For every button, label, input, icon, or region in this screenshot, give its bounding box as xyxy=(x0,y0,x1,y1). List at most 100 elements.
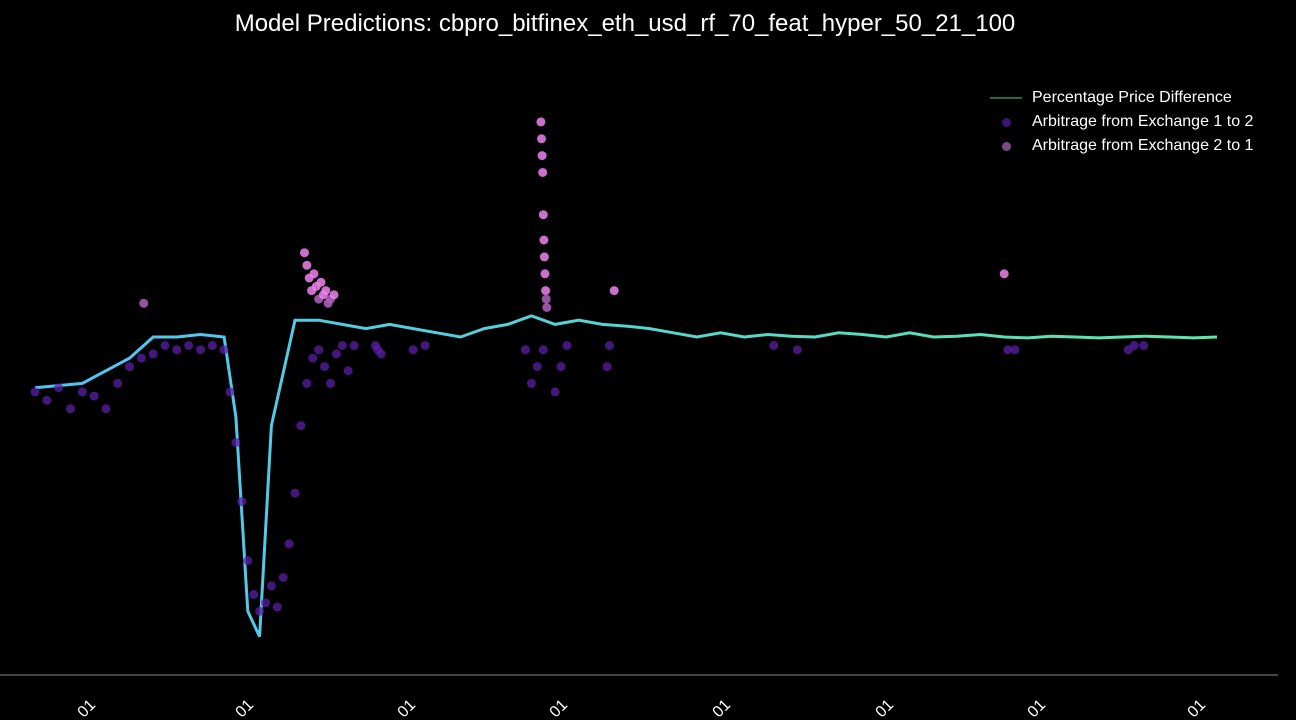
scatter-point-arb-1-to-2 xyxy=(219,345,229,355)
scatter-point-arb-1-to-2 xyxy=(160,341,170,350)
legend-dot-swatch xyxy=(1001,141,1011,151)
scatter-point-arb-1-to-2 xyxy=(792,345,802,355)
scatter-point-arb-1-to-2 xyxy=(237,497,247,507)
scatter-point-arb-2-to-1 xyxy=(309,269,319,279)
legend-label: Arbitrage from Exchange 1 to 2 xyxy=(1032,113,1254,130)
scatter-point-arb-1-to-2 xyxy=(101,404,111,414)
scatter-point-arb-1-to-2 xyxy=(272,602,282,612)
scatter-point-arb-1-to-2 xyxy=(278,573,288,582)
x-tick-label: 01 xyxy=(1185,696,1210,720)
legend: Percentage Price Difference Arbitrage fr… xyxy=(980,86,1253,158)
scatter-point-arb-1-to-2 xyxy=(550,387,560,397)
scatter-point-arb-1-to-2 xyxy=(77,387,87,397)
scatter-point-arb-1-to-2 xyxy=(231,438,241,447)
scatter-point-arb-2-to-1 xyxy=(536,117,546,127)
legend-line-swatch xyxy=(990,97,1022,99)
scatter-point-arb-1-to-2 xyxy=(54,383,64,393)
scatter-point-arb-1-to-2 xyxy=(243,556,253,566)
scatter-point-arb-2-to-1 xyxy=(538,168,548,177)
x-tick-label: 01 xyxy=(547,696,572,720)
scatter-point-arb-1-to-2 xyxy=(1129,341,1139,350)
scatter-point-arb-2-to-1 xyxy=(539,252,549,262)
scatter-point-arb-1-to-2 xyxy=(261,598,270,608)
scatter-point-arb-1-to-2 xyxy=(1139,341,1149,350)
scatter-point-arb-1-to-2 xyxy=(376,349,386,359)
scatter-point-arb-1-to-2 xyxy=(320,362,330,372)
scatter-point-arb-1-to-2 xyxy=(148,349,158,359)
scatter-point-arb-2-to-1 xyxy=(540,269,550,279)
legend-label: Arbitrage from Exchange 2 to 1 xyxy=(1032,137,1254,154)
series-line-price-difference xyxy=(34,314,1218,638)
scatter-point-arb-1-to-2 xyxy=(302,378,312,388)
scatter-point-arb-2-to-1 xyxy=(541,286,551,296)
scatter-point-arb-1-to-2 xyxy=(420,341,430,350)
x-tick-label: 01 xyxy=(873,696,898,720)
scatter-point-arb-2-to-1 xyxy=(537,134,546,144)
scatter-point-arb-2-to-1 xyxy=(538,210,548,220)
chart-title: Model Predictions: cbpro_bitfinex_eth_us… xyxy=(234,10,1016,37)
scatter-point-arb-1-to-2 xyxy=(42,395,52,405)
scatter-point-arb-2-to-1 xyxy=(539,235,549,245)
legend-item-arb-1-to-2: Arbitrage from Exchange 1 to 2 xyxy=(980,110,1253,134)
x-tick-label: 01 xyxy=(710,696,735,720)
scatter-point-arb-1-to-2 xyxy=(196,345,205,355)
x-tick-label: 01 xyxy=(1025,696,1050,720)
scatter-point-arb-2-to-1 xyxy=(316,277,326,287)
scatter-point-arb-1-to-2 xyxy=(172,345,182,355)
scatter-point-arb-1-to-2 xyxy=(1010,345,1020,355)
scatter-point-arb-1-to-2 xyxy=(184,341,194,350)
scatter-point-arb-2-to-1 xyxy=(537,151,547,161)
scatter-point-arb-2-to-1 xyxy=(329,290,339,300)
scatter-point-arb-1-to-2 xyxy=(249,589,259,599)
scatter-point-arb-1-to-2 xyxy=(125,362,135,372)
scatter-point-arb-1-to-2 xyxy=(521,345,530,355)
legend-dot-swatch xyxy=(1001,117,1011,127)
scatter-point-arb-1-to-2 xyxy=(605,341,614,350)
scatter-point-arb-1-to-2 xyxy=(225,387,235,397)
scatter-point-arb-1-to-2 xyxy=(331,349,341,359)
legend-label: Percentage Price Difference xyxy=(1032,89,1232,106)
scatter-point-arb-1-to-2 xyxy=(30,387,40,397)
scatter-point-arb-1-to-2 xyxy=(343,366,353,376)
scatter-point-arb-1-to-2 xyxy=(538,345,548,355)
scatter-point-arb-1-to-2 xyxy=(1003,345,1013,355)
series-layer xyxy=(30,117,1218,638)
scatter-point-arb-1-to-2 xyxy=(408,345,418,355)
x-tick-label: 01 xyxy=(75,696,100,720)
scatter-point-arb-2-to-1 xyxy=(321,286,331,296)
scatter-point-arb-1-to-2 xyxy=(314,345,324,355)
scatter-point-arb-1-to-2 xyxy=(532,362,542,372)
scatter-point-arb-1-to-2 xyxy=(136,353,146,363)
scatter-point-arb-2-to-1 xyxy=(300,248,309,258)
scatter-point-arb-1-to-2 xyxy=(66,404,75,414)
scatter-point-arb-1-to-2 xyxy=(769,341,779,350)
scatter-point-arb-2-to-1 xyxy=(302,260,312,270)
x-tick-layer: 01 01 01 01 01 01 01 01 xyxy=(75,696,1210,720)
scatter-point-arb-1-to-2 xyxy=(296,421,306,431)
scatter-point-arb-2-to-1 xyxy=(999,269,1009,279)
scatter-point-arb-1-to-2 xyxy=(113,378,123,388)
x-tick-label: 01 xyxy=(233,696,258,720)
scatter-point-arb-2-to-1 xyxy=(609,286,619,296)
scatter-point-arb-1-to-2 xyxy=(284,539,294,549)
scatter-point-arb-1-to-2 xyxy=(526,378,536,388)
scatter-point-arb-1-to-2 xyxy=(562,341,572,350)
scatter-point-arb-1-to-2 xyxy=(308,353,318,363)
scatter-point-arb-1-to-2 xyxy=(556,362,566,372)
scatter-point-arb-1-to-2 xyxy=(207,341,217,350)
scatter-point-arb-2-to-1 xyxy=(541,294,551,304)
scatter-point-arb-1-to-2 xyxy=(255,606,265,616)
legend-item-arb-2-to-1: Arbitrage from Exchange 2 to 1 xyxy=(980,134,1253,158)
scatter-point-arb-1-to-2 xyxy=(349,341,359,350)
scatter-point-arb-1-to-2 xyxy=(337,341,347,350)
scatter-point-arb-1-to-2 xyxy=(266,581,276,591)
legend-item-price-difference: Percentage Price Difference xyxy=(980,86,1253,110)
scatter-point-arb-2-to-1 xyxy=(139,298,149,308)
scatter-point-arb-1-to-2 xyxy=(290,488,300,498)
x-tick-label: 01 xyxy=(395,696,420,720)
scatter-point-arb-2-to-1 xyxy=(542,303,552,312)
scatter-point-arb-1-to-2 xyxy=(89,391,99,401)
scatter-point-arb-1-to-2 xyxy=(326,378,335,388)
scatter-point-arb-1-to-2 xyxy=(602,362,612,372)
